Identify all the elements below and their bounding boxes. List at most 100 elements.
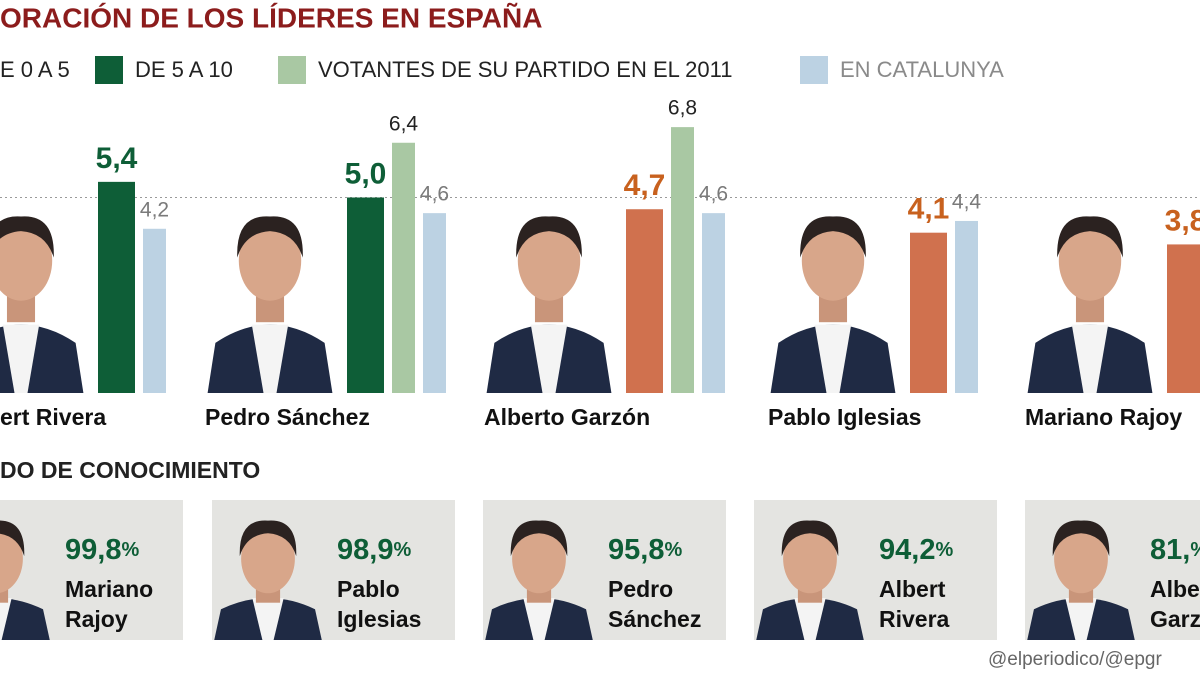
portrait-face	[512, 524, 566, 594]
value-label: 4,1	[908, 193, 950, 226]
portrait-hair	[510, 520, 568, 557]
portrait-hair	[0, 216, 54, 258]
portrait-shirt	[814, 324, 852, 393]
source: @elperiodico/@epgr	[988, 649, 1162, 670]
chart-title: ORACIÓN DE LOS LÍDERES EN ESPAÑA	[0, 2, 542, 33]
value-label: 4,6	[420, 183, 449, 206]
card-name: Pablo	[337, 576, 400, 602]
portrait	[207, 216, 333, 393]
legend-swatch	[278, 56, 306, 84]
card-name: Rivera	[879, 606, 950, 632]
bar	[98, 181, 135, 393]
portrait	[756, 520, 864, 640]
legend-label: DE 5 A 10	[135, 57, 233, 82]
portrait-hair	[516, 216, 582, 258]
portrait	[770, 216, 896, 393]
portrait-face	[1058, 220, 1122, 301]
bar	[423, 213, 446, 393]
value-label: 6,8	[668, 97, 697, 120]
bar	[955, 220, 978, 393]
bar	[671, 127, 694, 394]
category-label: Alberto Garzón	[484, 404, 650, 430]
portrait-shirt	[0, 598, 12, 640]
portrait-shirt	[251, 324, 289, 393]
portrait-shirt	[2, 324, 40, 393]
value-number: 99,8	[65, 534, 121, 566]
category-label: Pedro Sánchez	[205, 404, 370, 430]
card-name: Pedro	[608, 576, 673, 602]
card-name: Rajoy	[65, 606, 128, 632]
portrait-hair	[1052, 520, 1110, 557]
card-name: Mariano	[65, 576, 153, 602]
category-label: ert Rivera	[0, 404, 106, 430]
value-unit: %	[1190, 539, 1200, 561]
portrait-shirt	[794, 598, 826, 640]
portrait-shirt	[1065, 598, 1097, 640]
value-number: 94,2	[879, 534, 935, 566]
card-name: Albert	[879, 576, 946, 602]
value-number: 81,	[1150, 534, 1190, 566]
portrait	[0, 216, 84, 393]
portrait-hair	[800, 216, 866, 258]
portrait-shirt	[523, 598, 555, 640]
value-unit: %	[393, 539, 411, 561]
legend-label: E 0 A 5	[0, 57, 70, 82]
portrait-face	[1054, 524, 1108, 594]
portrait-shirt	[1071, 324, 1109, 393]
card-name: Garz	[1150, 606, 1200, 632]
portrait	[485, 520, 593, 640]
portrait-shirt	[530, 324, 568, 393]
bar	[626, 209, 663, 393]
value-number: 98,9	[337, 534, 393, 566]
portrait-hair	[781, 520, 839, 557]
portrait-hair	[0, 520, 25, 557]
portrait-suit	[0, 598, 50, 640]
value-label: 4,2	[140, 198, 169, 221]
category-label: Pablo Iglesias	[768, 404, 921, 430]
card-name: Sánchez	[608, 606, 701, 632]
bar	[392, 142, 415, 393]
legend-swatch	[800, 56, 828, 84]
legend-label: VOTANTES DE SU PARTIDO EN EL 2011	[318, 57, 732, 82]
portrait-hair	[237, 216, 303, 258]
bar	[347, 197, 384, 393]
legend-label: EN CATALUNYA	[840, 57, 1004, 82]
portrait-face	[801, 220, 865, 301]
portrait-face	[238, 220, 302, 301]
value-number: 95,8	[608, 534, 664, 566]
portrait	[1027, 520, 1135, 640]
bar	[1167, 244, 1200, 393]
portrait-hair	[1057, 216, 1123, 258]
value-label: 3,8	[1165, 204, 1200, 237]
bar	[143, 228, 166, 393]
value-label: 95,8%	[608, 534, 682, 566]
value-unit: %	[121, 539, 139, 561]
value-label: 5,0	[345, 157, 387, 190]
section-title: DO DE CONOCIMIENTO	[0, 457, 260, 483]
portrait-face	[0, 220, 53, 301]
value-label: 81,%	[1150, 534, 1200, 566]
value-label: 94,2%	[879, 534, 953, 566]
card-name: Iglesias	[337, 606, 421, 632]
portrait	[486, 216, 612, 393]
value-label: 5,4	[96, 142, 138, 175]
legend-swatch	[95, 56, 123, 84]
value-label: 98,9%	[337, 534, 411, 566]
portrait-shirt	[252, 598, 284, 640]
bar	[702, 213, 725, 393]
portrait-face	[241, 524, 295, 594]
card-name: Albe	[1150, 576, 1200, 602]
value-label: 99,8%	[65, 534, 139, 566]
category-label: Mariano Rajoy	[1025, 404, 1182, 430]
portrait	[0, 520, 50, 640]
bar	[910, 232, 947, 393]
portrait-face	[783, 524, 837, 594]
value-label: 4,6	[699, 183, 728, 206]
value-label: 4,4	[952, 191, 982, 214]
value-label: 6,4	[389, 112, 419, 135]
portrait	[214, 520, 322, 640]
portrait-hair	[239, 520, 297, 557]
value-unit: %	[664, 539, 682, 561]
